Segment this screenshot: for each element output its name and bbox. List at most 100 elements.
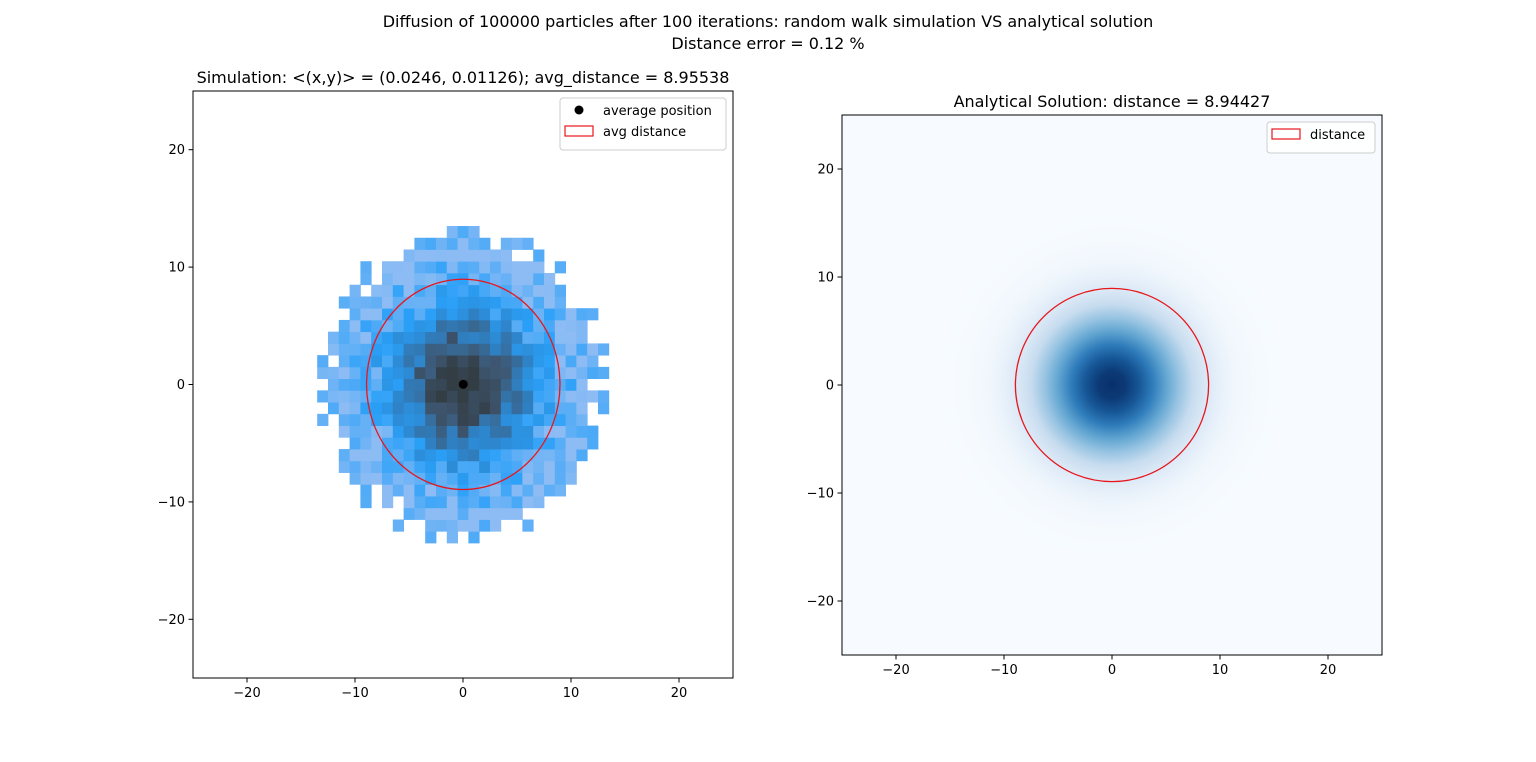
histogram-bin bbox=[511, 507, 523, 520]
histogram-bin bbox=[576, 425, 588, 438]
histogram-bin bbox=[479, 378, 491, 391]
histogram-bin bbox=[382, 484, 394, 497]
histogram-bin bbox=[382, 296, 394, 309]
histogram-bin bbox=[457, 425, 469, 438]
histogram-bin bbox=[544, 343, 556, 356]
histogram-bin bbox=[490, 402, 502, 415]
histogram-bin bbox=[349, 378, 361, 391]
histogram-bin bbox=[554, 402, 566, 415]
histogram-bin bbox=[349, 296, 361, 309]
x-tick-label: −10 bbox=[341, 686, 368, 701]
histogram-bin bbox=[479, 437, 491, 450]
histogram-bin bbox=[490, 331, 502, 344]
histogram-bin bbox=[468, 261, 480, 274]
histogram-bin bbox=[436, 519, 448, 532]
histogram-bin bbox=[522, 484, 534, 497]
histogram-bin bbox=[457, 343, 469, 356]
histogram-bin bbox=[382, 402, 394, 415]
histogram-bin bbox=[587, 355, 599, 368]
histogram-bin bbox=[371, 343, 383, 356]
histogram-bin bbox=[446, 449, 458, 462]
histogram-bin bbox=[511, 284, 523, 297]
histogram-bin bbox=[446, 272, 458, 286]
histogram-bin bbox=[468, 507, 480, 520]
histogram-bin bbox=[382, 472, 394, 485]
histogram-bin bbox=[468, 484, 480, 497]
histogram-bin bbox=[522, 413, 534, 426]
y-tick-label: 0 bbox=[826, 379, 834, 394]
histogram-bin bbox=[490, 284, 502, 297]
histogram-bin bbox=[533, 284, 545, 297]
legend-box bbox=[559, 97, 727, 151]
histogram-2d bbox=[317, 226, 610, 544]
histogram-bin bbox=[554, 261, 566, 274]
histogram-bin bbox=[436, 413, 448, 426]
histogram-bin bbox=[436, 355, 448, 368]
histogram-bin bbox=[533, 449, 545, 462]
histogram-bin bbox=[468, 413, 480, 426]
histogram-bin bbox=[382, 343, 394, 356]
histogram-bin bbox=[522, 355, 534, 368]
histogram-bin bbox=[533, 378, 545, 391]
histogram-bin bbox=[382, 425, 394, 438]
histogram-bin bbox=[446, 366, 458, 380]
histogram-bin bbox=[392, 449, 404, 462]
histogram-bin bbox=[403, 507, 415, 520]
histogram-bin bbox=[533, 366, 545, 380]
histogram-bin bbox=[533, 296, 545, 309]
histogram-bin bbox=[576, 366, 588, 380]
histogram-bin bbox=[587, 425, 599, 438]
histogram-bin bbox=[392, 460, 404, 473]
histogram-bin bbox=[490, 449, 502, 462]
histogram-bin bbox=[490, 437, 502, 450]
histogram-bin bbox=[554, 413, 566, 426]
histogram-bin bbox=[511, 472, 523, 485]
histogram-bin bbox=[414, 484, 426, 497]
histogram-bin bbox=[349, 472, 361, 485]
histogram-bin bbox=[468, 425, 480, 438]
histogram-bin bbox=[425, 425, 437, 438]
histogram-bin bbox=[349, 449, 361, 462]
x-tick-label: −20 bbox=[882, 663, 909, 678]
histogram-bin bbox=[500, 331, 512, 344]
histogram-bin bbox=[587, 437, 599, 450]
histogram-bin bbox=[533, 484, 545, 497]
histogram-bin bbox=[328, 366, 340, 380]
histogram-bin bbox=[436, 484, 448, 497]
histogram-bin bbox=[338, 460, 350, 473]
histogram-bin bbox=[533, 390, 545, 403]
histogram-bin bbox=[338, 390, 350, 403]
histogram-bin bbox=[554, 437, 566, 450]
histogram-bin bbox=[446, 425, 458, 438]
histogram-bin bbox=[457, 284, 469, 297]
histogram-bin bbox=[533, 472, 545, 485]
histogram-bin bbox=[479, 449, 491, 462]
histogram-bin bbox=[522, 331, 534, 344]
histogram-bin bbox=[328, 378, 340, 391]
histogram-bin bbox=[511, 366, 523, 380]
histogram-bin bbox=[425, 378, 437, 391]
histogram-bin bbox=[446, 460, 458, 473]
histogram-bin bbox=[468, 531, 480, 544]
histogram-bin bbox=[446, 496, 458, 509]
histogram-bin bbox=[565, 308, 577, 321]
histogram-bin bbox=[403, 437, 415, 450]
histogram-bin bbox=[533, 308, 545, 321]
histogram-bin bbox=[554, 331, 566, 344]
histogram-bin bbox=[382, 460, 394, 473]
histogram-bin bbox=[479, 261, 491, 274]
histogram-bin bbox=[511, 460, 523, 473]
histogram-bin bbox=[522, 261, 534, 274]
histogram-bin bbox=[360, 319, 372, 333]
histogram-bin bbox=[425, 519, 437, 532]
histogram-bin bbox=[544, 319, 556, 333]
histogram-bin bbox=[338, 355, 350, 368]
histogram-bin bbox=[468, 331, 480, 344]
histogram-bin bbox=[425, 366, 437, 380]
histogram-bin bbox=[479, 237, 491, 250]
histogram-bin bbox=[479, 507, 491, 520]
histogram-bin bbox=[576, 402, 588, 415]
histogram-bin bbox=[436, 496, 448, 509]
histogram-bin bbox=[403, 390, 415, 403]
histogram-bin bbox=[338, 366, 350, 380]
